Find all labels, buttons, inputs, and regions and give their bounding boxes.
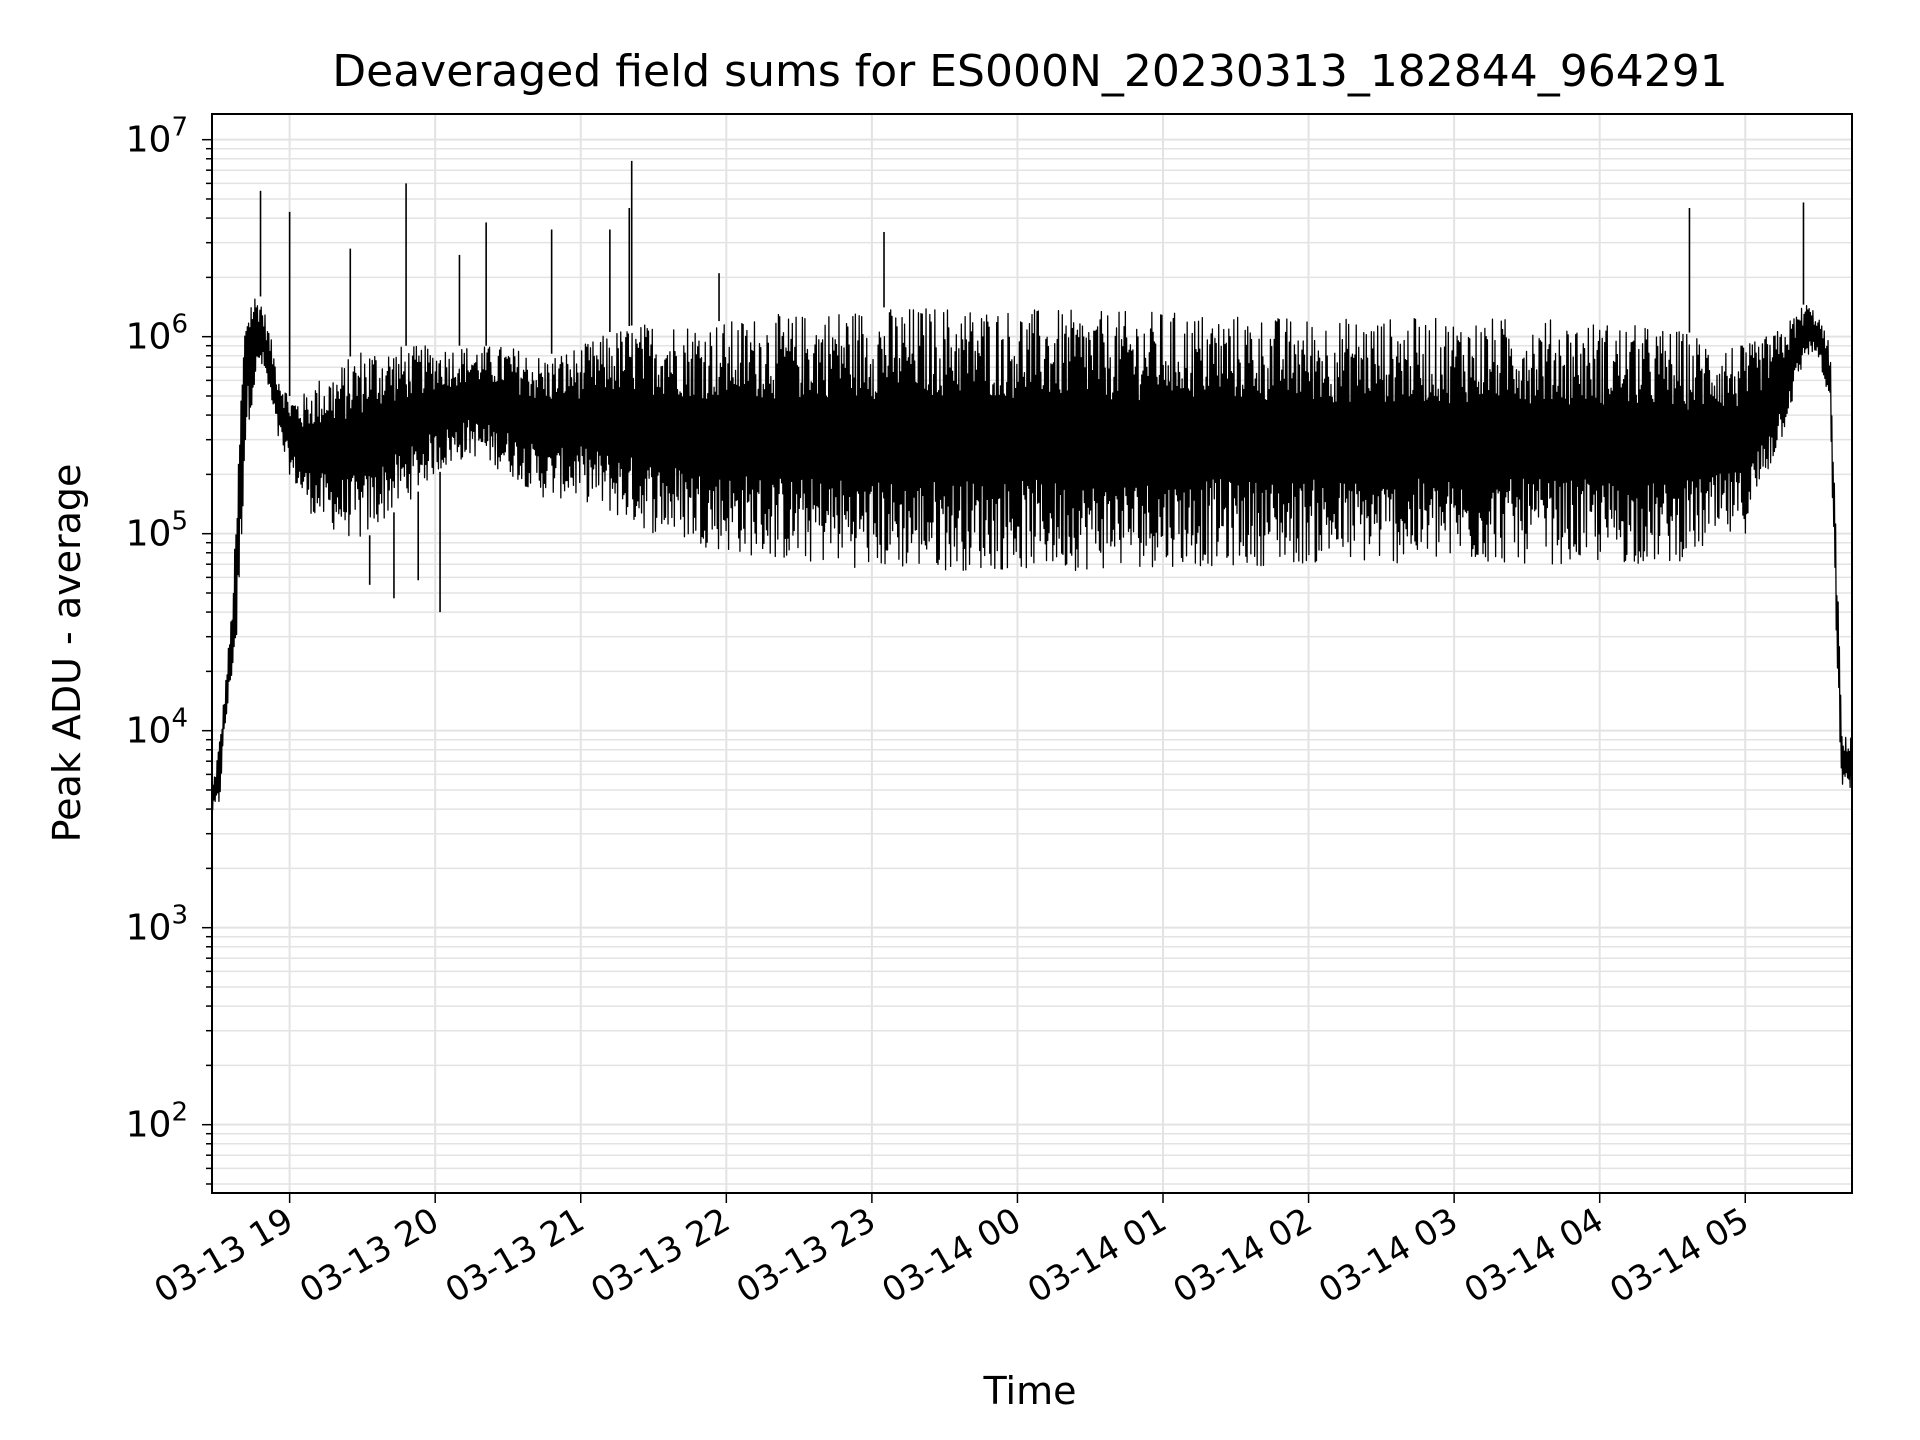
plot-frame <box>211 113 1853 1194</box>
y-tick-label: 106 <box>126 310 188 358</box>
y-axis-label: Peak ADU - average <box>45 464 89 843</box>
chart-title: Deaveraged field sums for ES000N_2023031… <box>332 46 1728 97</box>
y-tick-exponent: 6 <box>171 310 188 340</box>
y-tick-exponent: 4 <box>171 704 188 734</box>
y-tick-exponent: 2 <box>171 1098 188 1128</box>
y-tick-exponent: 5 <box>171 507 188 537</box>
series-line <box>211 298 1853 811</box>
y-tick-exponent: 7 <box>171 113 188 143</box>
series-layer <box>211 160 1853 811</box>
y-tick-exponent: 3 <box>171 901 188 931</box>
x-axis-label: Time <box>983 1369 1077 1413</box>
